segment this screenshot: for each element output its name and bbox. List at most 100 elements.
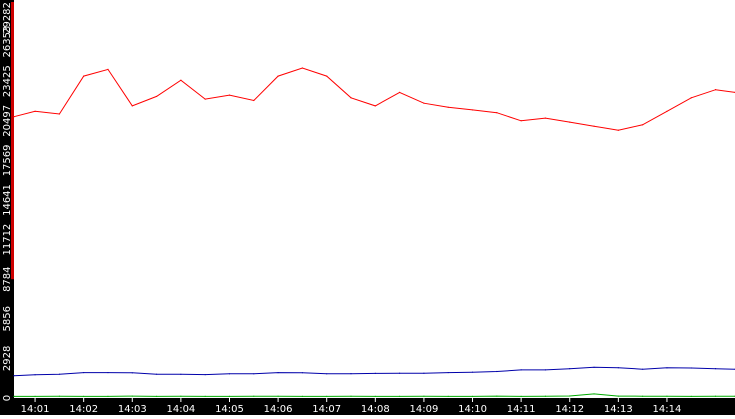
data-point — [107, 68, 109, 70]
data-point — [326, 75, 328, 77]
data-point — [544, 369, 547, 371]
data-point — [107, 371, 109, 374]
data-point — [301, 372, 303, 374]
data-point — [496, 370, 498, 373]
data-point — [326, 395, 328, 397]
data-point — [714, 368, 717, 370]
data-point — [131, 395, 133, 397]
data-point — [666, 395, 668, 397]
data-point — [180, 79, 182, 81]
x-tick-label: 14:10 — [458, 404, 487, 415]
x-tick-label: 14:03 — [118, 404, 147, 415]
data-point — [107, 395, 109, 397]
y-tick-label: 5856 — [2, 306, 13, 331]
data-point — [447, 371, 449, 374]
data-point — [204, 395, 206, 397]
x-tick-label: 14:07 — [312, 404, 341, 415]
data-point — [253, 99, 255, 102]
x-tick-label: 14:13 — [604, 404, 633, 415]
data-point — [34, 374, 36, 376]
plot-area — [14, 0, 735, 398]
data-point — [34, 110, 36, 112]
data-point — [228, 94, 231, 96]
y-tick-label: 8784 — [2, 266, 13, 291]
data-point — [228, 395, 231, 397]
data-point — [520, 120, 522, 122]
data-point — [301, 395, 303, 397]
data-point — [277, 75, 279, 77]
data-point — [155, 373, 158, 375]
data-point — [58, 373, 60, 375]
data-point — [642, 368, 644, 370]
data-point — [13, 395, 15, 397]
data-point — [593, 366, 595, 368]
data-point — [471, 109, 474, 111]
data-point — [544, 395, 547, 397]
data-point — [423, 395, 425, 397]
y-axis-series-marker — [11, 2, 14, 280]
x-tick-label: 14:08 — [361, 404, 390, 415]
data-point — [58, 395, 60, 397]
y-tick-label: 0 — [2, 395, 13, 401]
data-point — [593, 125, 595, 127]
data-point — [544, 117, 547, 119]
data-point — [131, 372, 133, 374]
data-point — [228, 373, 231, 375]
data-point — [520, 369, 522, 371]
x-tick-label: 14:09 — [410, 404, 439, 415]
data-point — [714, 395, 717, 397]
data-point — [423, 372, 425, 374]
data-point — [690, 97, 692, 99]
data-point — [617, 395, 619, 397]
data-point — [13, 116, 15, 118]
data-point — [569, 121, 571, 123]
data-point — [423, 102, 425, 104]
y-tick-label: 2928 — [2, 346, 13, 371]
data-point — [204, 374, 206, 376]
y-tick-label: 29282 — [2, 2, 13, 34]
data-point — [180, 373, 182, 375]
y-tick-label: 23425 — [2, 65, 13, 97]
data-point — [277, 395, 279, 397]
data-point — [690, 367, 692, 369]
data-point — [34, 395, 36, 397]
data-point — [496, 112, 498, 114]
data-point — [350, 373, 352, 375]
x-tick-label: 14:01 — [21, 404, 50, 415]
x-tick-label: 14:04 — [166, 404, 195, 415]
data-point — [496, 395, 498, 397]
data-point — [569, 368, 571, 370]
y-tick-label: 14641 — [2, 184, 13, 216]
x-tick-label: 14:14 — [653, 404, 682, 415]
data-point — [471, 371, 474, 373]
data-point — [374, 395, 376, 397]
data-point — [58, 113, 60, 115]
data-point — [593, 393, 595, 395]
data-point — [399, 91, 401, 93]
data-point — [666, 367, 668, 369]
data-point — [350, 395, 352, 397]
data-point — [471, 395, 474, 397]
data-point — [569, 395, 571, 397]
y-axis-band — [0, 0, 14, 415]
data-point — [447, 106, 449, 108]
data-point — [253, 373, 255, 375]
data-point — [520, 395, 522, 397]
data-point — [374, 105, 376, 107]
data-point — [13, 375, 15, 377]
x-tick-label: 14:05 — [215, 404, 244, 415]
data-point — [131, 105, 133, 107]
data-point — [399, 395, 401, 397]
data-point — [617, 129, 619, 131]
x-axis-band — [0, 398, 735, 415]
data-point — [326, 373, 328, 375]
data-point — [642, 395, 644, 397]
x-tick-label: 14:12 — [555, 404, 584, 415]
data-point — [666, 110, 668, 112]
data-point — [277, 371, 279, 374]
data-point — [155, 395, 158, 397]
data-point — [204, 98, 206, 100]
y-tick-label: 17569 — [2, 144, 13, 176]
